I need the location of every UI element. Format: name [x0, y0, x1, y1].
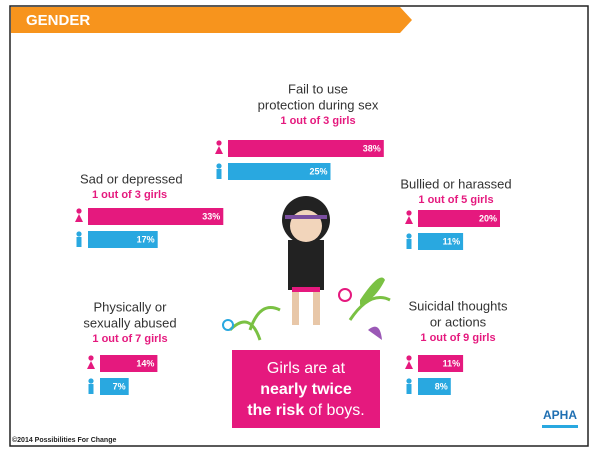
panel-ratio: 1 out of 3 girls: [92, 189, 167, 201]
callout-line: Girls are at: [267, 360, 346, 377]
bar-value-label: 20%: [479, 213, 497, 223]
panel-ratio: 1 out of 3 girls: [280, 115, 355, 127]
person-icon: [216, 169, 222, 179]
person-icon: [88, 355, 94, 361]
bar-value-label: 33%: [202, 211, 220, 221]
bar: [228, 140, 384, 157]
bar-value-label: 7%: [113, 381, 126, 391]
panel-label: protection during sex: [258, 97, 379, 112]
bar: [100, 378, 129, 395]
person-icon: [215, 146, 223, 154]
person-icon: [405, 216, 413, 224]
panel-label: Suicidal thoughts: [408, 298, 508, 313]
panel-label: or actions: [430, 314, 487, 329]
panel-label: Physically or: [94, 299, 168, 314]
person-icon: [406, 384, 412, 394]
bar-value-label: 38%: [363, 143, 381, 153]
panel-label: Bullied or harassed: [400, 176, 511, 191]
bar: [100, 355, 158, 372]
illustration: [222, 196, 391, 341]
bar: [418, 233, 464, 250]
header-band: [11, 7, 412, 33]
person-icon: [406, 355, 412, 361]
bar: [418, 378, 451, 395]
person-icon: [216, 140, 222, 146]
person-icon: [88, 384, 94, 394]
person-icon: [87, 361, 95, 369]
panel-label: Fail to use: [288, 81, 348, 96]
bar: [88, 231, 158, 248]
bar: [418, 210, 500, 227]
person-icon: [76, 237, 82, 247]
person-icon: [88, 378, 94, 384]
person-icon: [406, 378, 412, 384]
panel-ratio: 1 out of 9 girls: [420, 332, 495, 344]
bar: [228, 163, 331, 180]
callout-bold: the risk: [247, 402, 304, 419]
person-icon: [216, 163, 222, 169]
callout-box: [232, 350, 380, 428]
bar: [88, 208, 224, 225]
logo-bar: [542, 425, 578, 428]
panel-ratio: 1 out of 7 girls: [92, 333, 167, 345]
callout-line: the risk of boys.: [247, 402, 364, 419]
panel-label: Sad or depressed: [80, 171, 183, 186]
callout-rest: of boys.: [304, 402, 364, 419]
header-title: GENDER: [26, 12, 90, 29]
callout-line: nearly twice: [260, 381, 352, 398]
logo: APHA: [543, 408, 577, 422]
person-icon: [406, 210, 412, 216]
panel-label: sexually abused: [83, 315, 176, 330]
person-icon: [406, 233, 412, 239]
bar-value-label: 8%: [435, 381, 448, 391]
bar-value-label: 11%: [443, 236, 461, 246]
panel-ratio: 1 out of 5 girls: [418, 194, 493, 206]
person-icon: [76, 208, 82, 214]
bar-value-label: 17%: [137, 234, 155, 244]
frame: [9, 5, 589, 447]
bar-value-label: 14%: [136, 358, 154, 368]
bar: [418, 355, 464, 372]
person-icon: [405, 361, 413, 369]
person-icon: [76, 231, 82, 237]
person-icon: [75, 214, 83, 222]
bar-value-label: 11%: [443, 358, 461, 368]
person-icon: [406, 239, 412, 249]
bar-value-label: 25%: [309, 166, 327, 176]
footer: ©2014 Possibilities For Change: [12, 436, 116, 444]
